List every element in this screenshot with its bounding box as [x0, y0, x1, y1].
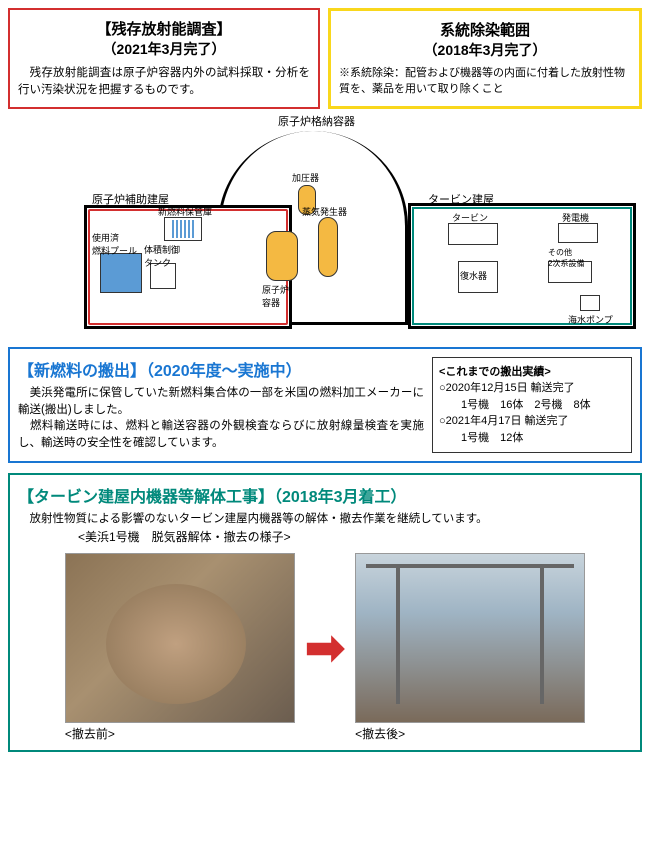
steam-generator — [318, 217, 338, 277]
removal-results: <これまでの搬出実績> ○2020年12月15日 輸送完了 1号機 16体 2号… — [432, 357, 632, 454]
new-fuel-removal-box: 【新燃料の搬出】（2020年度～実施中） 美浜発電所に保管していた新燃料集合体の… — [8, 347, 642, 464]
results-item-2: ○2021年4月17日 輸送完了 — [439, 413, 625, 430]
yellow-subtitle: （2018年3月完了） — [339, 40, 631, 60]
containment-label: 原子炉格納容器 — [278, 113, 355, 129]
misc-label: その他 2次系設備 — [548, 247, 584, 269]
before-caption: <撤去前> — [65, 725, 295, 742]
photo-label: <美浜1号機 脱気器解体・撤去の様子> — [78, 528, 632, 545]
yellow-title: 系統除染範囲 — [339, 19, 631, 40]
results-item-3: 1号機 12体 — [439, 430, 625, 447]
gen-label: 発電機 — [562, 211, 589, 224]
rv-label: 原子炉 容器 — [262, 283, 289, 309]
blue-body: 美浜発電所に保管していた新燃料集合体の一部を米国の燃料加工メーカーに輸送(搬出)… — [18, 385, 424, 452]
new-fuel-storage — [164, 217, 202, 241]
tank-label: 体積制御 タンク — [144, 243, 180, 269]
red-subtitle: （2021年3月完了） — [18, 39, 310, 59]
red-body: 残存放射能調査は原子炉容器内外の試料採取・分析を行い汚染状況を把握するものです。 — [18, 65, 310, 98]
after-photo — [355, 553, 585, 723]
yellow-body: ※系統除染：配管および機器等の内面に付着した放射性物質を、薬品を用いて取り除くこ… — [339, 66, 631, 98]
reactor-diagram: 原子炉格納容器 原子炉補助建屋 タービン建屋 加圧器 蒸気発生器 原子炉 容器 … — [8, 113, 642, 343]
prz-label: 加圧器 — [292, 171, 319, 184]
reactor-vessel — [266, 231, 298, 281]
results-item-0: ○2020年12月15日 輸送完了 — [439, 380, 625, 397]
turbine-dismantle-box: 【タービン建屋内機器等解体工事】（2018年3月着工） 放射性物質による影響のな… — [8, 473, 642, 752]
tb-label: タービン — [452, 211, 488, 224]
sg-label: 蒸気発生器 — [302, 205, 347, 218]
green-title: 【タービン建屋内機器等解体工事】（2018年3月着工） — [18, 483, 632, 507]
spent-fuel-pool — [100, 253, 142, 293]
before-photo — [65, 553, 295, 723]
cond-label: 復水器 — [460, 269, 487, 282]
generator — [558, 223, 598, 243]
after-caption: <撤去後> — [355, 725, 585, 742]
decontamination-box: 系統除染範囲 （2018年3月完了） ※系統除染：配管および機器等の内面に付着し… — [328, 8, 642, 109]
red-title: 【残存放射能調査】 — [18, 18, 310, 39]
seawater-pump — [580, 295, 600, 311]
residual-radioactivity-box: 【残存放射能調査】 （2021年3月完了） 残存放射能調査は原子炉容器内外の試料… — [8, 8, 320, 109]
turbine-comp — [448, 223, 498, 245]
green-body: 放射性物質による影響のないタービン建屋内機器等の解体・撤去作業を継続しています。 — [18, 511, 632, 528]
results-item-1: 1号機 16体 2号機 8体 — [439, 397, 625, 414]
fuel-label: 新燃料保管庫 — [158, 205, 212, 218]
pool-label: 使用済 燃料プール — [92, 231, 137, 257]
results-title: <これまでの搬出実績> — [439, 364, 625, 381]
pump-label: 海水ポンプ — [568, 313, 613, 326]
arrow-icon: ➡ — [305, 620, 345, 676]
blue-title: 【新燃料の搬出】（2020年度～実施中） — [18, 357, 424, 381]
